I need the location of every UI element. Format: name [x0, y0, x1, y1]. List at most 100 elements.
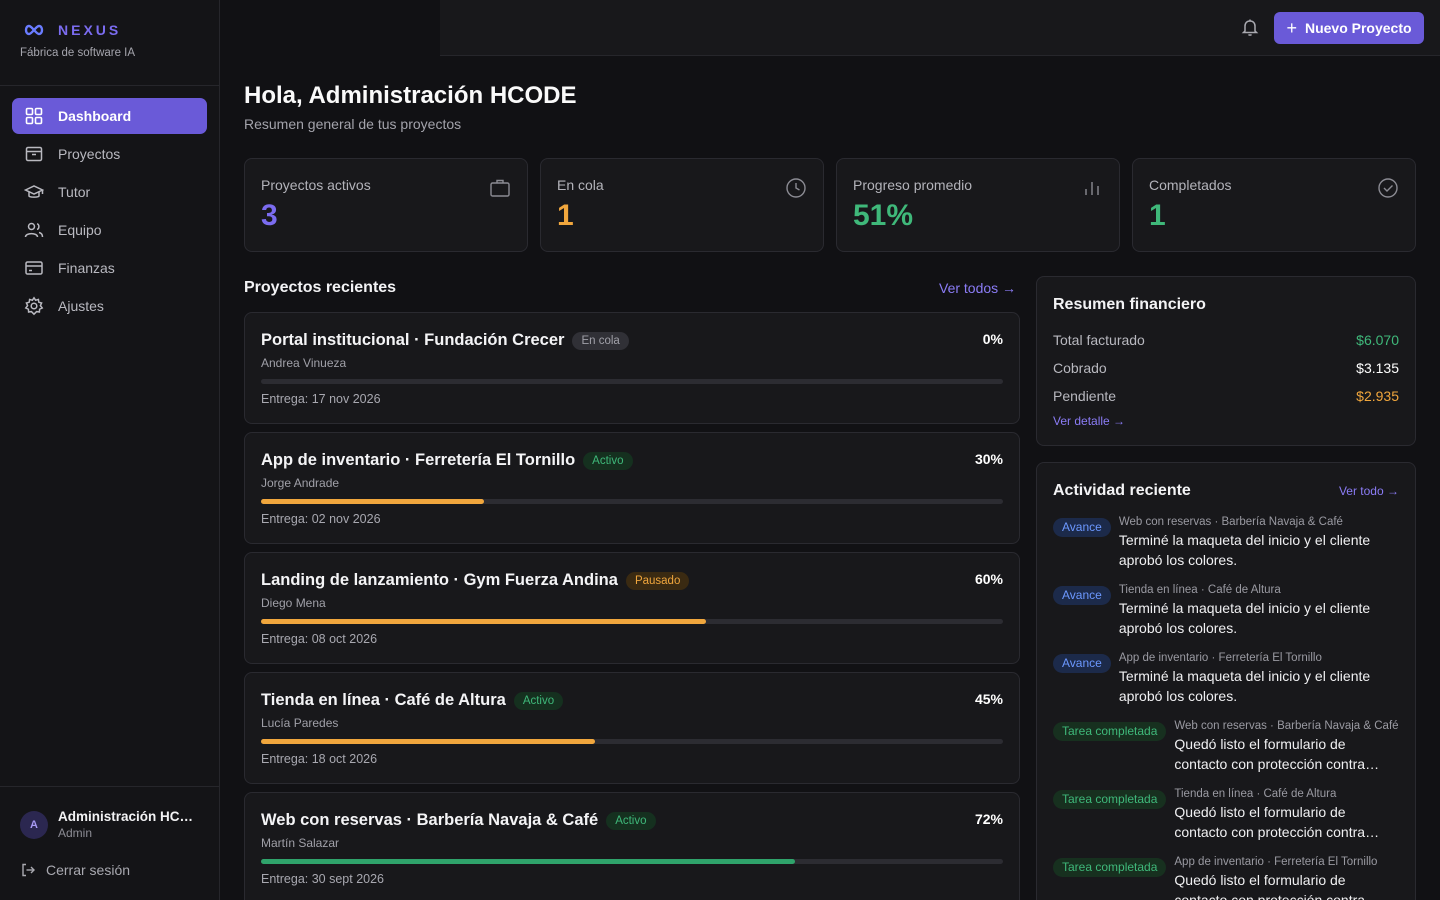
project-due-date: Entrega: 02 nov 2026	[261, 512, 381, 526]
stat-label: Proyectos activos	[261, 177, 371, 193]
avatar[interactable]: A	[20, 810, 48, 839]
users-icon	[24, 222, 44, 238]
page-subtitle: Resumen general de tus proyectos	[244, 116, 462, 132]
activity-message: Terminé la maqueta del inicio y el clien…	[1118, 668, 1371, 704]
topbar	[440, 0, 1440, 56]
page-title: Hola, Administración HCODE	[244, 82, 577, 109]
project-progress-label: 60%	[974, 571, 1003, 587]
progress-bar	[261, 619, 1003, 624]
finance-value: $6.070	[1356, 332, 1399, 348]
view-all-projects-link[interactable]: Ver todos →	[939, 280, 1017, 296]
finance-label: Total facturado	[1053, 332, 1145, 348]
progress-fill	[261, 739, 595, 744]
project-card[interactable]: Landing de lanzamiento · Gym Fuerza Andi…	[244, 552, 1020, 664]
finance-row-pendiente: Pendiente $2.935	[1053, 388, 1399, 404]
project-owner: Lucía Paredes	[261, 716, 339, 730]
project-due-date: Entrega: 30 sept 2026	[261, 872, 385, 886]
logout-button[interactable]: Cerrar sesión	[20, 862, 199, 878]
activity-message: Quedó listo el formulario de contacto co…	[1174, 872, 1366, 900]
progress-bar	[261, 739, 1003, 744]
finance-card: Resumen financiero Total facturado $6.070…	[1036, 276, 1416, 446]
project-card[interactable]: Tienda en línea · Café de Altura Activo 4…	[244, 672, 1020, 784]
brand-subtitle: Fábrica de software IA	[20, 47, 136, 59]
briefcase-icon	[490, 179, 510, 197]
stat-label: Progreso promedio	[853, 177, 973, 193]
activity-badge: Avance	[1053, 586, 1111, 605]
project-title: App de inventario · Ferretería El Tornil…	[261, 451, 576, 469]
finance-detail-link[interactable]: Ver detalle →	[1053, 414, 1126, 428]
activity-title: Actividad reciente	[1053, 482, 1191, 499]
bell-icon[interactable]	[1240, 17, 1260, 37]
activity-card: Actividad reciente Ver todo → Avance Web…	[1036, 462, 1416, 900]
sidebar-item-label: Finanzas	[58, 260, 115, 276]
activity-message: Quedó listo el formulario de contacto co…	[1174, 736, 1366, 772]
new-project-button[interactable]: + Nuevo Proyecto	[1274, 12, 1424, 44]
finance-label: Pendiente	[1053, 388, 1117, 404]
graduation-cap-icon	[24, 185, 44, 198]
activity-item[interactable]: Avance App de inventario · Ferretería El…	[1053, 652, 1399, 706]
infinity-logo-icon	[24, 24, 44, 36]
project-due-date: Entrega: 18 oct 2026	[261, 752, 378, 766]
project-title: Tienda en línea · Café de Altura	[261, 691, 506, 709]
project-owner: Martín Salazar	[261, 836, 340, 850]
stat-value: 3	[261, 199, 278, 232]
activity-item[interactable]: Tarea completada Web con reservas · Barb…	[1053, 720, 1399, 774]
sidebar-item-label: Ajustes	[58, 298, 104, 314]
check-circle-icon	[1378, 178, 1398, 198]
progress-bar	[261, 499, 1003, 504]
sidebar-item-equipo[interactable]: Equipo	[12, 212, 207, 248]
progress-fill	[261, 859, 796, 864]
user-role: Admin	[58, 826, 93, 840]
sidebar-item-ajustes[interactable]: Ajustes	[12, 288, 207, 324]
project-title: Web con reservas · Barbería Navaja & Caf…	[261, 811, 599, 829]
activity-badge: Tarea completada	[1053, 858, 1167, 877]
project-card[interactable]: App de inventario · Ferretería El Tornil…	[244, 432, 1020, 544]
project-progress-label: 30%	[974, 451, 1003, 467]
project-owner: Diego Mena	[261, 596, 326, 610]
activity-meta: Web con reservas · Barbería Navaja & Caf…	[1118, 516, 1343, 528]
activity-badge: Tarea completada	[1053, 790, 1167, 809]
activity-item[interactable]: Tarea completada Tienda en línea · Café …	[1053, 788, 1399, 842]
activity-item[interactable]: Avance Tienda en línea · Café de Altura T…	[1053, 584, 1399, 638]
stat-label: En cola	[557, 177, 604, 193]
stat-card-proyectos-activos: Proyectos activos 3	[244, 158, 528, 252]
grid-icon	[25, 107, 43, 125]
project-card[interactable]: Web con reservas · Barbería Navaja & Caf…	[244, 792, 1020, 900]
stat-label: Completados	[1149, 177, 1232, 193]
project-due-date: Entrega: 17 nov 2026	[261, 392, 381, 406]
activity-item[interactable]: Tarea completada App de inventario · Fer…	[1053, 856, 1399, 900]
project-owner: Jorge Andrade	[261, 476, 340, 490]
sidebar-item-label: Tutor	[58, 184, 91, 200]
status-badge: Activo	[583, 451, 633, 470]
progress-fill	[261, 619, 707, 624]
sidebar: NEXUS Fábrica de software IA Dashboard P…	[0, 0, 220, 900]
sidebar-item-proyectos[interactable]: Proyectos	[12, 136, 207, 172]
bar-chart-icon	[1085, 182, 1099, 195]
activity-meta: Web con reservas · Barbería Navaja & Caf…	[1174, 720, 1399, 732]
sidebar-item-tutor[interactable]: Tutor	[12, 174, 207, 210]
finance-label: Cobrado	[1053, 360, 1107, 376]
project-progress-label: 0%	[982, 331, 1003, 347]
activity-item[interactable]: Avance Web con reservas · Barbería Navaj…	[1053, 516, 1399, 570]
brand-name: NEXUS	[58, 22, 122, 38]
sidebar-item-label: Dashboard	[58, 108, 132, 124]
project-card[interactable]: Portal institucional · Fundación Crecer E…	[244, 312, 1020, 424]
activity-meta: App de inventario · Ferretería El Tornil…	[1174, 856, 1378, 868]
activity-message: Quedó listo el formulario de contacto co…	[1174, 804, 1366, 840]
finance-value: $3.135	[1356, 360, 1399, 376]
recent-projects-title: Proyectos recientes	[244, 279, 397, 296]
activity-message: Terminé la maqueta del inicio y el clien…	[1118, 532, 1371, 568]
plus-icon: +	[1286, 18, 1297, 38]
sidebar-item-dashboard[interactable]: Dashboard	[12, 98, 207, 134]
project-title: Landing de lanzamiento · Gym Fuerza Andi…	[261, 571, 618, 589]
sidebar-item-finanzas[interactable]: Finanzas	[12, 250, 207, 286]
folder-icon	[25, 146, 43, 162]
user-panel: A Administración HCODE Admin Cerrar sesi…	[0, 786, 219, 900]
progress-bar	[261, 379, 1003, 384]
status-badge: Pausado	[625, 571, 690, 590]
activity-meta: Tienda en línea · Café de Altura	[1118, 584, 1281, 596]
view-all-activity-link[interactable]: Ver todo →	[1338, 484, 1399, 498]
finance-row-cobrado: Cobrado $3.135	[1053, 360, 1399, 376]
progress-bar	[261, 859, 1003, 864]
stat-value: 1	[557, 199, 574, 232]
